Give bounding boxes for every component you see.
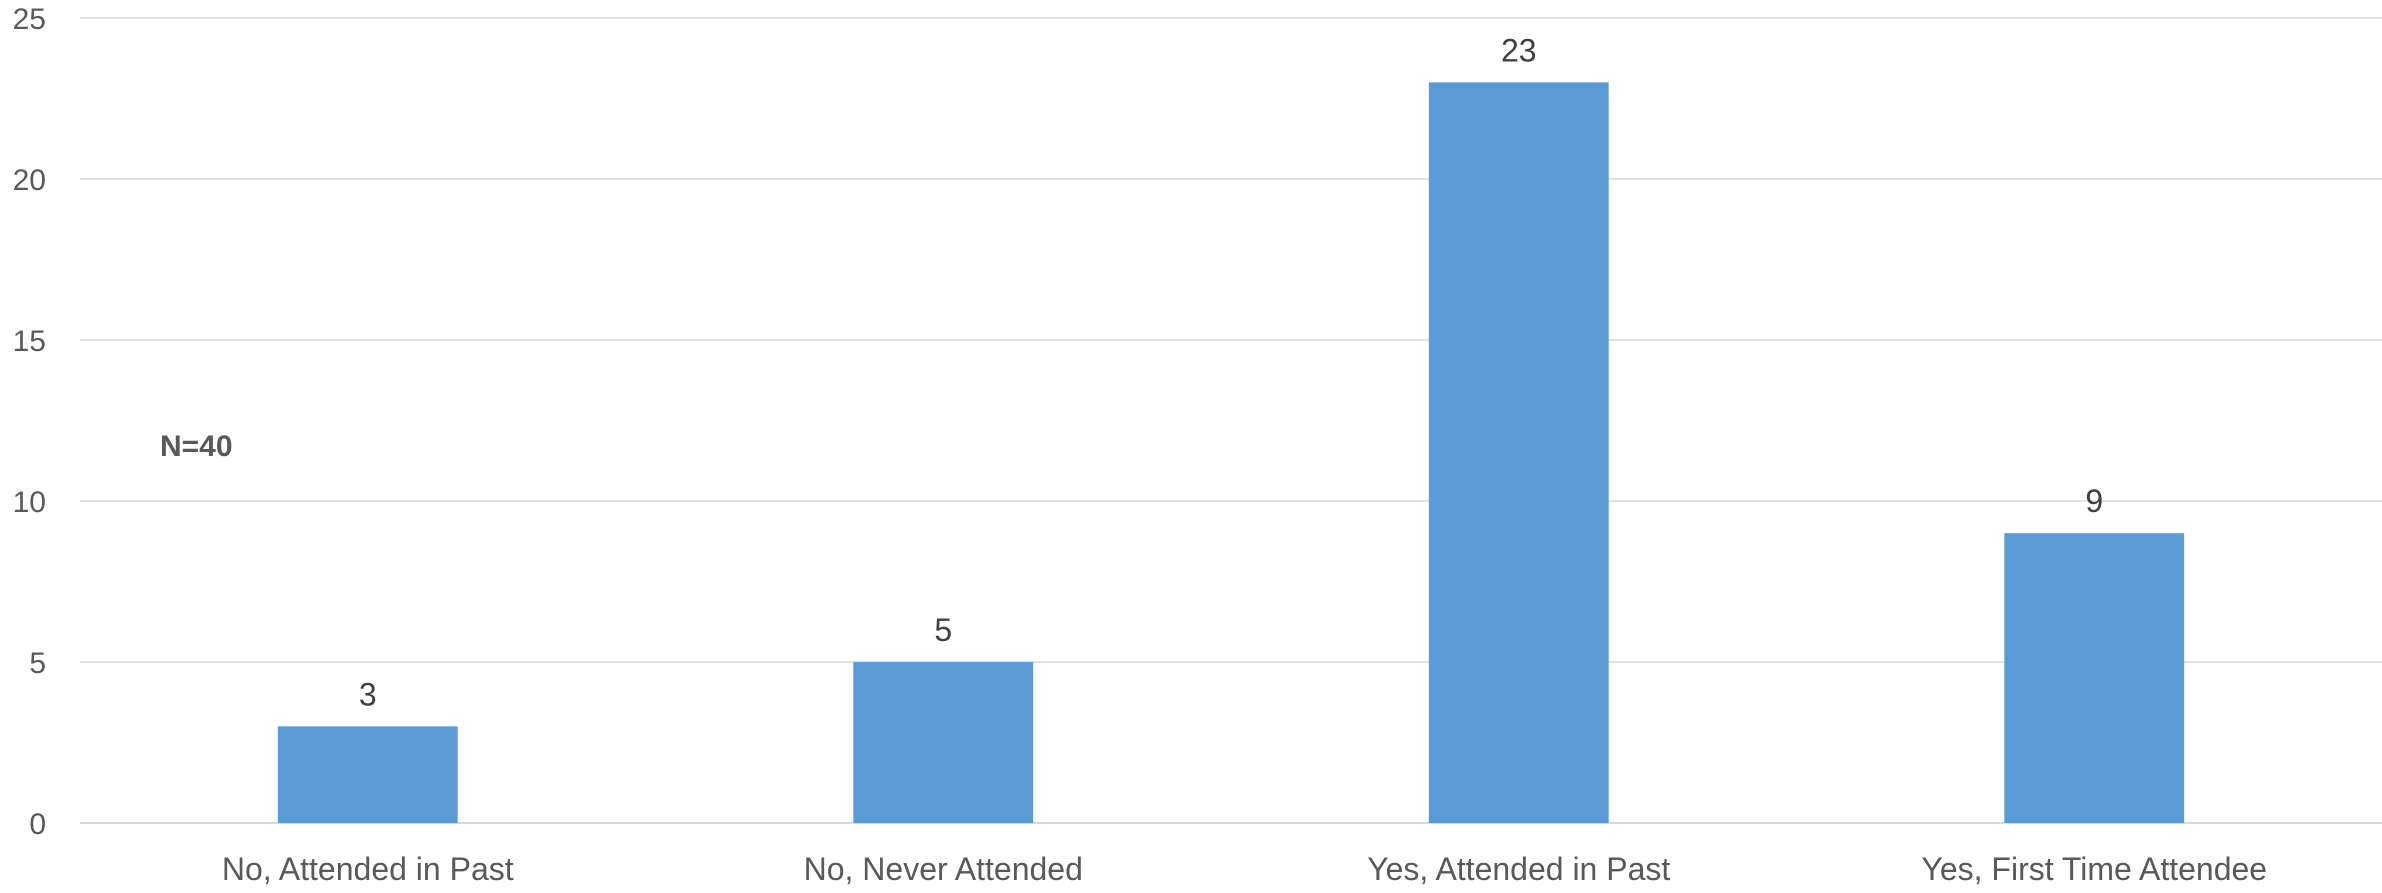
bar: [853, 662, 1034, 823]
y-axis-ticks: 0 5 10 15 20 25: [13, 3, 46, 841]
data-label: 23: [1501, 32, 1537, 68]
y-tick-label: 10: [13, 486, 46, 519]
y-tick-label: 25: [13, 3, 46, 36]
y-tick-label: 15: [13, 325, 46, 358]
bar: [2004, 533, 2185, 823]
bars: [277, 82, 2185, 823]
x-tick-label: No, Never Attended: [804, 851, 1083, 887]
y-tick-label: 0: [29, 808, 46, 841]
sample-size-annotation: N=40: [160, 430, 233, 463]
data-label: 5: [934, 612, 952, 648]
bar: [1428, 82, 1609, 823]
x-tick-label: Yes, Attended in Past: [1367, 851, 1670, 887]
x-tick-label: Yes, First Time Attendee: [1921, 851, 2267, 887]
bar: [277, 726, 458, 823]
y-tick-label: 5: [29, 647, 46, 680]
y-tick-label: 20: [13, 164, 46, 197]
x-axis-ticks: No, Attended in Past No, Never Attended Ye…: [222, 851, 2267, 887]
gridlines: [80, 17, 2382, 824]
x-tick-label: No, Attended in Past: [222, 851, 514, 887]
data-label: 9: [2085, 483, 2103, 519]
data-labels: 3 5 23 9: [359, 32, 2103, 712]
data-label: 3: [359, 676, 377, 712]
